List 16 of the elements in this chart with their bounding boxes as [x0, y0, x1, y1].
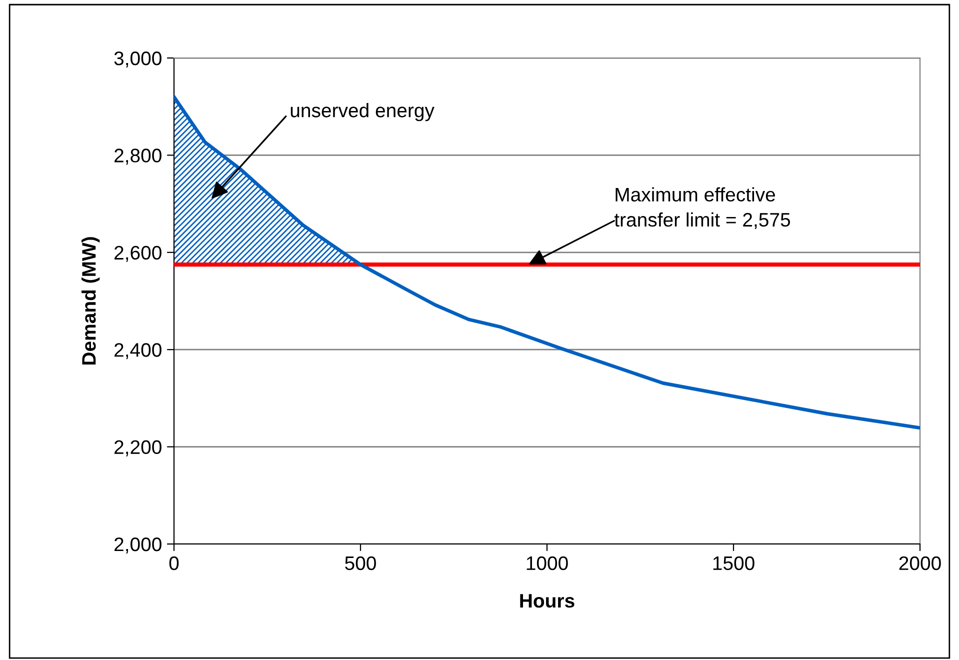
x-tick-label: 500: [345, 556, 376, 570]
x-tick-label: 1000: [526, 556, 568, 570]
x-axis-title: Hours: [520, 594, 574, 608]
y-tick-label: 2,400: [114, 343, 162, 360]
y-axis-title: Demand (MW): [82, 237, 100, 365]
line-series: [174, 95, 920, 430]
y-tick-label: 2,000: [114, 537, 162, 554]
annotation: unserved energy: [290, 103, 434, 122]
x-tick-label: 2000: [899, 556, 941, 570]
ref-line-label: Maximum effective transfer limit = 2,575: [614, 187, 790, 229]
y-tick-label: 2,600: [114, 246, 162, 262]
y-tick-label: 2,800: [114, 148, 162, 165]
x-tick-label: 1500: [713, 556, 754, 570]
y-tick-label: 3,000: [114, 51, 162, 68]
y-tick-label: 2,200: [114, 440, 162, 456]
x-tick-label: 0: [169, 556, 179, 570]
